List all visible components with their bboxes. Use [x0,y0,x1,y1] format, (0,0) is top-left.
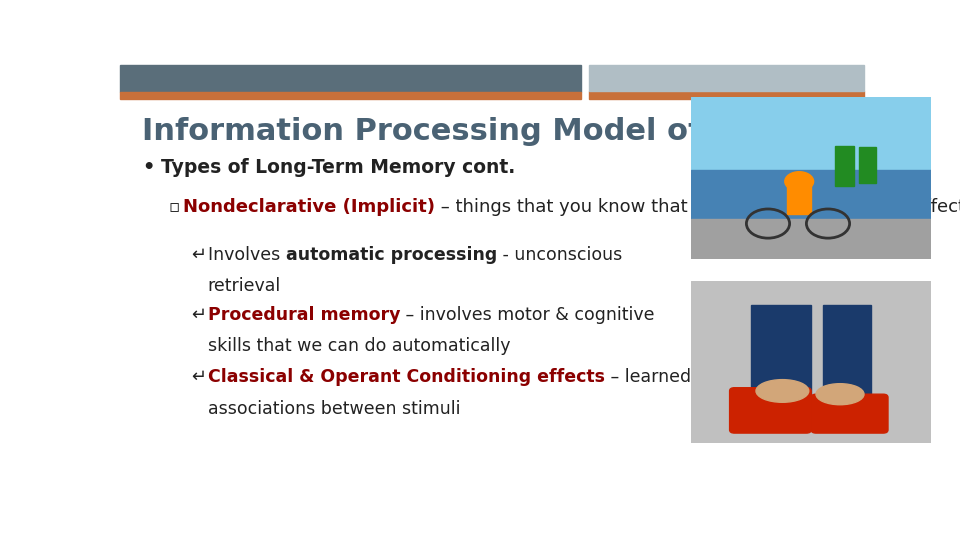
Bar [588,91,864,99]
Text: retrieval: retrieval [207,277,281,295]
Text: •: • [142,158,155,177]
Text: ↵: ↵ [191,306,205,324]
Text: automatic processing: automatic processing [285,246,496,264]
Text: Involves: Involves [207,246,285,264]
Text: Nondeclarative (Implicit): Nondeclarative (Implicit) [183,198,435,216]
Ellipse shape [816,383,864,405]
Text: Classical & Operant Conditioning effects: Classical & Operant Conditioning effects [207,368,605,386]
Text: – involves motor & cognitive: – involves motor & cognitive [400,306,655,324]
Text: ↵: ↵ [191,246,205,264]
Text: skills that we can do automatically: skills that we can do automatically [207,337,511,355]
Text: associations between stimuli: associations between stimuli [207,400,460,417]
Text: - unconscious: - unconscious [496,246,622,264]
Circle shape [784,172,813,191]
Text: ▫: ▫ [168,198,180,216]
FancyBboxPatch shape [730,388,811,433]
Text: – things that you know that you can show by doing (affected by prior experience): – things that you know that you can show… [435,198,960,216]
Bar [823,305,871,394]
Bar [691,170,931,227]
Bar [120,92,581,99]
Text: Information Processing Model of Memory: Information Processing Model of Memory [142,117,851,146]
Bar [835,146,854,186]
Ellipse shape [756,380,808,402]
Bar [588,65,864,91]
Bar [120,65,581,92]
Bar [691,97,931,178]
Bar [787,181,811,214]
Bar [751,305,811,394]
FancyBboxPatch shape [811,394,888,433]
Text: Types of Long-Term Memory cont.: Types of Long-Term Memory cont. [161,158,516,177]
Text: Procedural memory: Procedural memory [207,306,400,324]
Bar [691,219,931,259]
Text: – learned: – learned [605,368,691,386]
Text: ↵: ↵ [191,368,205,386]
Bar [859,147,876,183]
